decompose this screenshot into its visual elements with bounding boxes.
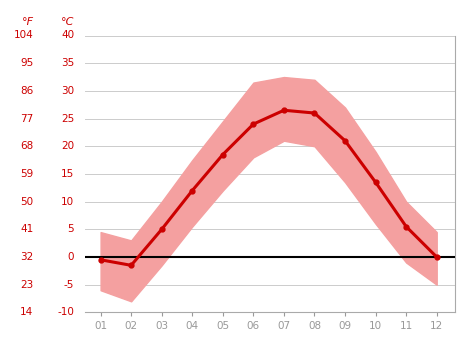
Text: °C: °C (61, 17, 74, 27)
Text: °F: °F (21, 17, 34, 27)
Text: 41: 41 (20, 224, 34, 234)
Text: 77: 77 (20, 114, 34, 124)
Text: 95: 95 (20, 58, 34, 68)
Text: 104: 104 (14, 31, 34, 40)
Text: 5: 5 (68, 224, 74, 234)
Text: 59: 59 (20, 169, 34, 179)
Text: -5: -5 (64, 280, 74, 290)
Text: 86: 86 (20, 86, 34, 96)
Text: 20: 20 (61, 141, 74, 151)
Text: 25: 25 (61, 114, 74, 124)
Text: 23: 23 (20, 280, 34, 290)
Text: 68: 68 (20, 141, 34, 151)
Text: 32: 32 (20, 252, 34, 262)
Text: 14: 14 (20, 307, 34, 317)
Text: 0: 0 (68, 252, 74, 262)
Text: -10: -10 (57, 307, 74, 317)
Text: 15: 15 (61, 169, 74, 179)
Text: 30: 30 (61, 86, 74, 96)
Text: 35: 35 (61, 58, 74, 68)
Text: 10: 10 (61, 197, 74, 207)
Text: 50: 50 (20, 197, 34, 207)
Text: 40: 40 (61, 31, 74, 40)
